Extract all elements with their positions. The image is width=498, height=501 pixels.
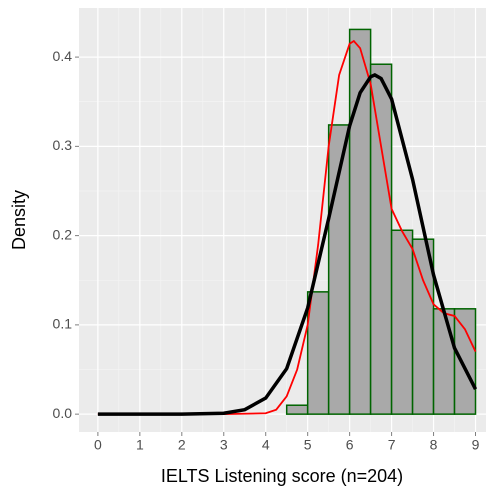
curve <box>97 72 478 416</box>
x-tick-label: 7 <box>388 437 396 453</box>
y-tick-label: 0.4 <box>53 48 73 64</box>
bar <box>285 404 309 415</box>
x-tick-label: 2 <box>178 437 186 453</box>
y-axis-title: Density <box>9 190 29 250</box>
x-tick-label: 8 <box>430 437 438 453</box>
bar <box>348 28 372 415</box>
curve <box>97 39 477 416</box>
x-tick-label: 1 <box>136 437 144 453</box>
y-tick-label: 0.1 <box>53 316 73 332</box>
bar <box>369 63 393 415</box>
x-tick-label: 3 <box>220 437 228 453</box>
x-tick-label: 4 <box>262 437 270 453</box>
x-tick-label: 5 <box>304 437 312 453</box>
y-tick-label: 0.2 <box>53 226 73 242</box>
x-axis-title: IELTS Listening score (n=204) <box>161 466 403 486</box>
bar <box>453 308 477 415</box>
y-tick-label: 0.3 <box>53 137 73 153</box>
bar <box>390 229 414 415</box>
y-tick-label: 0.0 <box>53 405 73 421</box>
x-tick-label: 9 <box>472 437 480 453</box>
x-tick-label: 6 <box>346 437 354 453</box>
bar <box>432 308 456 415</box>
bar <box>306 291 330 415</box>
x-tick-label: 0 <box>94 437 102 453</box>
